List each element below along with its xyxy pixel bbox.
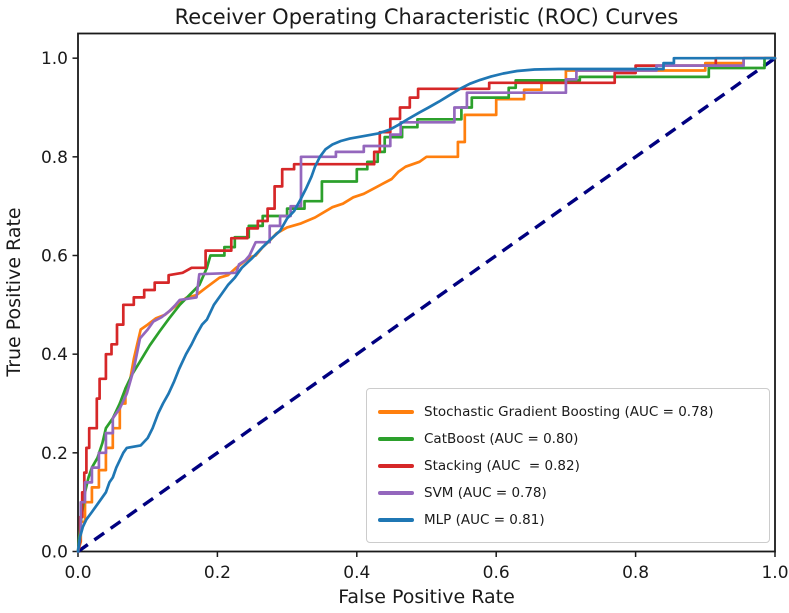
- legend-item: Stochastic Gradient Boosting (AUC = 0.78…: [378, 398, 759, 425]
- curves-layer: [76, 56, 777, 553]
- y-tick-label: 1.0: [41, 49, 68, 69]
- legend-item: CatBoost (AUC = 0.80): [378, 425, 759, 452]
- legend: Stochastic Gradient Boosting (AUC = 0.78…: [366, 388, 770, 543]
- legend-swatch: [378, 490, 414, 495]
- x-tick-label: 0.2: [204, 563, 231, 583]
- legend-swatch: [378, 463, 414, 468]
- chart-title: Receiver Operating Characteristic (ROC) …: [174, 5, 679, 29]
- legend-label: SVM (AUC = 0.78): [424, 484, 547, 501]
- y-tick-label: 0.8: [41, 148, 68, 168]
- x-tick-label: 1.0: [761, 563, 788, 583]
- roc-curve-svm: [76, 56, 777, 553]
- axes-frame: [77, 32, 776, 553]
- y-axis-label-text: True Positive Rate: [3, 207, 25, 377]
- roc-curve-stacking: [76, 56, 777, 553]
- y-tick-label: 0.2: [41, 444, 68, 464]
- legend-label: MLP (AUC = 0.81): [424, 511, 545, 528]
- legend-label: CatBoost (AUC = 0.80): [424, 430, 579, 447]
- roc-curve-catboost: [76, 56, 777, 553]
- legend-swatch: [378, 436, 414, 441]
- x-axis-label: False Positive Rate: [338, 586, 515, 608]
- legend-swatch: [378, 517, 414, 522]
- legend-swatch: [378, 409, 414, 414]
- axes-layer: 0.0 0.2 0.4 0.6 0.8 1.0 0.0 0.2 0.4 0.6 0.8 1.0: [41, 32, 789, 583]
- y-tick-label: 0.4: [41, 345, 68, 365]
- legend-item: Stacking (AUC = 0.82): [378, 452, 759, 479]
- y-tick-label: 0.6: [41, 247, 68, 267]
- roc-curve-mlp: [76, 56, 777, 553]
- x-tick-label: 0.4: [343, 563, 370, 583]
- legend-item: SVM (AUC = 0.78): [378, 479, 759, 506]
- legend-label: Stochastic Gradient Boosting (AUC = 0.78…: [424, 403, 714, 420]
- x-tick-label: 0.0: [64, 563, 91, 583]
- x-tick-label: 0.6: [483, 563, 510, 583]
- legend-label: Stacking (AUC = 0.82): [424, 457, 580, 474]
- chance-diagonal-line: [77, 56, 776, 553]
- x-tick-label: 0.8: [622, 563, 649, 583]
- legend-item: MLP (AUC = 0.81): [378, 506, 759, 533]
- y-tick-label: 0.0: [41, 543, 68, 563]
